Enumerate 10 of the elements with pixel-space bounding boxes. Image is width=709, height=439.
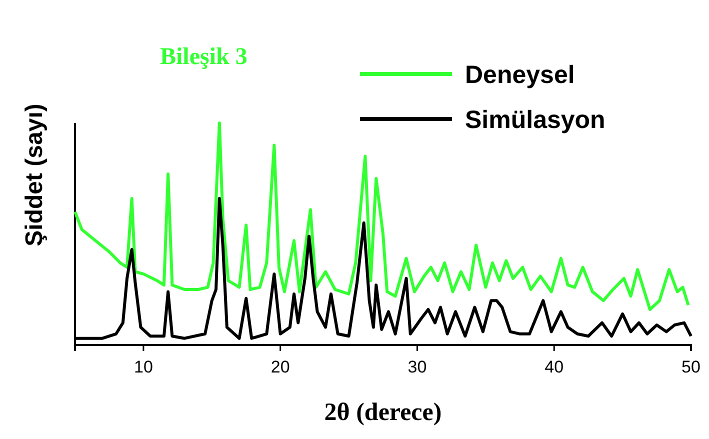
- x-tick-label: 40: [544, 358, 564, 377]
- x-tick-label: 20: [270, 358, 290, 377]
- legend-label: Simülasyon: [465, 106, 606, 134]
- x-tick-label: 50: [682, 358, 700, 377]
- y-axis-title: Şiddet (sayı): [21, 104, 48, 246]
- legend-label: Deneysel: [465, 61, 575, 89]
- x-tick-label: 30: [408, 358, 427, 377]
- chart-title: Bileşik 3: [160, 44, 248, 70]
- x-tick-label: 10: [134, 358, 153, 377]
- x-axis-title: 2θ (derece): [324, 399, 442, 426]
